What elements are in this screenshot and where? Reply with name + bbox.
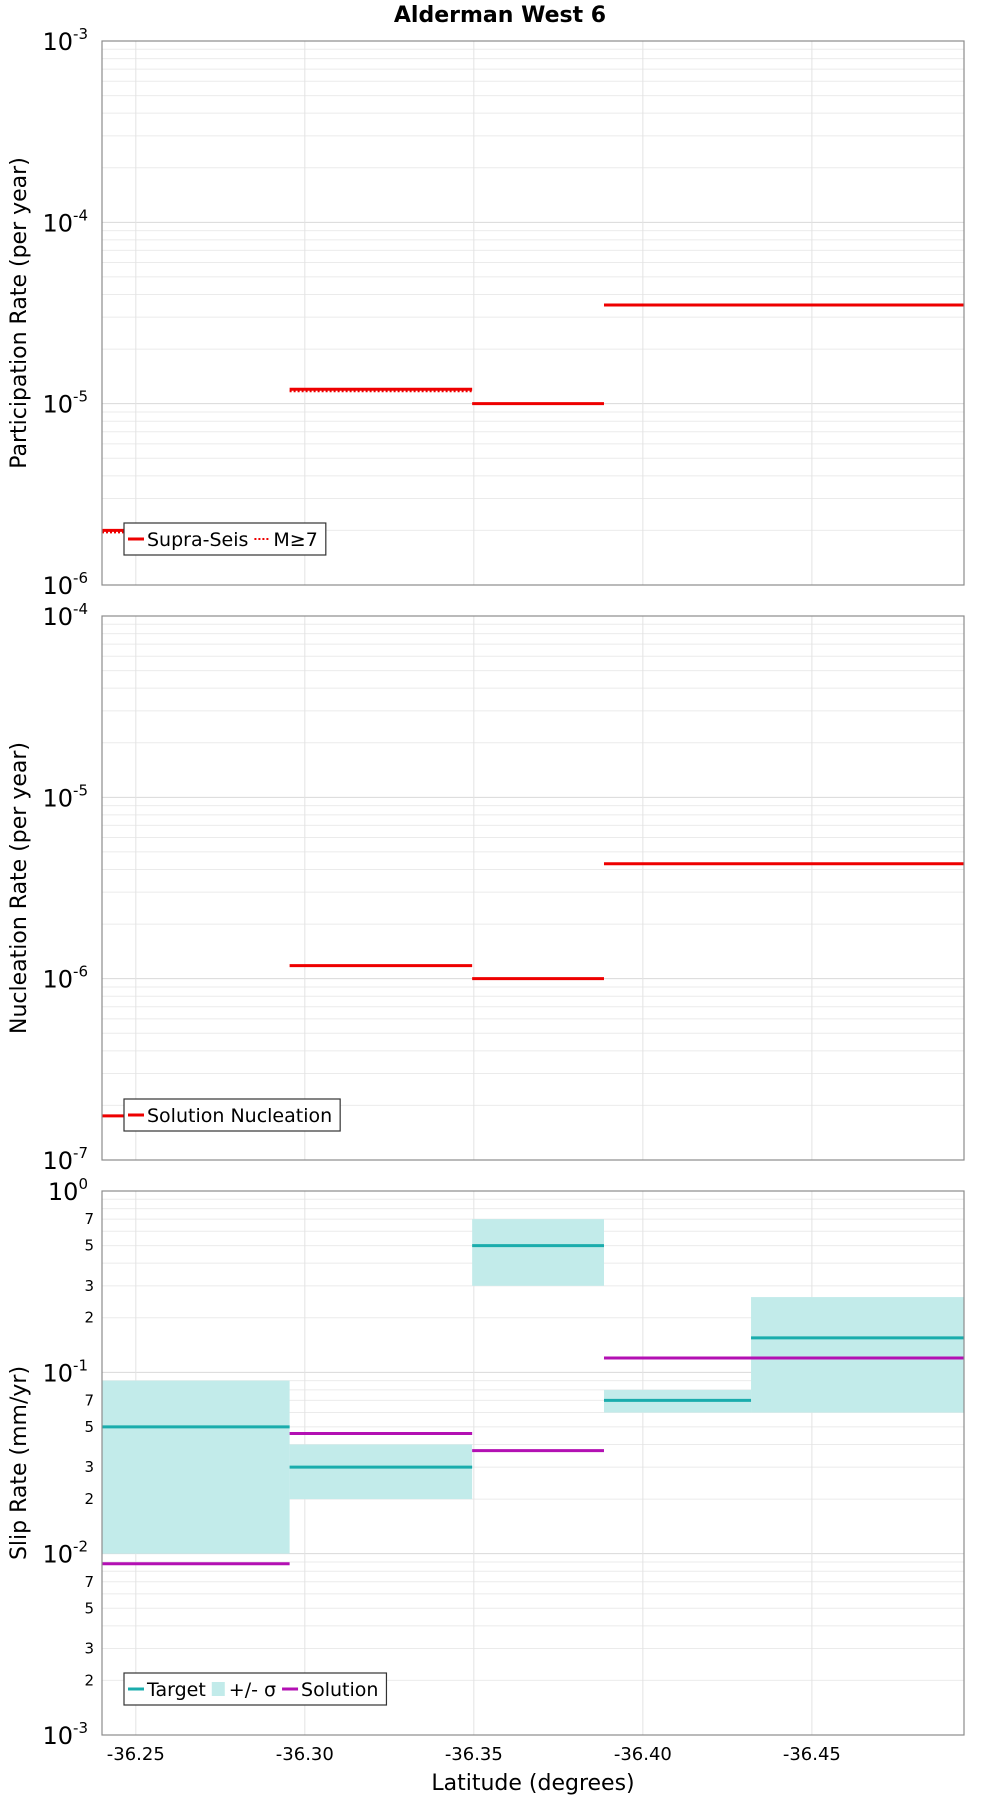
slip-rate-y-label: Slip Rate (mm/yr)	[7, 1366, 32, 1560]
y-minor-tick-label: 3	[84, 1277, 94, 1295]
sigma-band-segment-1	[102, 1380, 290, 1554]
y-minor-tick-label: 2	[84, 1490, 94, 1508]
y-tick-label-1e-7: 10-7	[42, 1144, 88, 1175]
supra-seis-legend-label: Supra-Seis	[147, 529, 248, 551]
plot-frame	[101, 615, 965, 1161]
chart-title: Alderman West 6	[394, 3, 606, 28]
sigma-band-segment-3	[472, 1219, 604, 1286]
x-tick-label: -36.45	[783, 1744, 841, 1765]
participation-rate-y-label: Participation Rate (per year)	[7, 157, 32, 469]
y-minor-tick-label: 7	[84, 1573, 94, 1591]
y-minor-tick-label: 2	[84, 1671, 94, 1689]
solution-nucleation-legend-label: Solution Nucleation	[147, 1105, 332, 1127]
legend-box	[123, 522, 327, 556]
x-axis-ticks: -36.25 -36.30 -36.35 -36.40 -36.45	[107, 1744, 841, 1765]
y-minor-tick-label: 3	[84, 1458, 94, 1476]
m-7-legend-label: M≥7	[273, 529, 317, 551]
solution-legend-label: Solution	[301, 1679, 378, 1701]
nucleation-rate-y-label: Nucleation Rate (per year)	[7, 742, 32, 1034]
x-tick-label: -36.40	[614, 1744, 672, 1765]
x-tick-label: -36.30	[276, 1744, 334, 1765]
y-tick-label-1e-3: 10-3	[42, 25, 88, 56]
x-tick-label: -36.35	[445, 1744, 503, 1765]
plot-area	[102, 616, 964, 1160]
legend: Supra-Seis M≥7	[123, 522, 327, 556]
plot-area	[102, 41, 964, 585]
nucleation-rate-panel: Nucleation Rate (per year) 10-4 10-5 10-6 1…	[7, 600, 965, 1175]
legend-box	[123, 1098, 341, 1132]
sigma-band-segment-5	[751, 1297, 964, 1413]
y-tick-label-1e-5: 10-5	[42, 781, 88, 812]
sigma-band-segment-2	[289, 1444, 473, 1500]
x-axis-label: Latitude (degrees)	[431, 1771, 634, 1796]
y-minor-tick-label: 5	[84, 1418, 94, 1436]
y-tick-label-1e-2: 10-2	[42, 1538, 88, 1569]
y-minor-tick-label: 7	[84, 1391, 94, 1409]
y-tick-label-1e-1: 10-1	[42, 1356, 88, 1387]
y-minor-tick-label: 5	[84, 1599, 94, 1617]
y-tick-label-1e-6: 10-6	[42, 569, 88, 600]
legend: Solution Nucleation	[123, 1098, 341, 1132]
-legend-label: +/- σ	[229, 1679, 276, 1701]
participation-rate-panel: Participation Rate (per year) 10-3 10-4 10…	[7, 25, 965, 600]
y-minor-tick-label: 7	[84, 1210, 94, 1228]
y-tick-label-1e-5: 10-5	[42, 388, 88, 419]
y-tick-label-1e-4: 10-4	[42, 206, 88, 237]
y-minor-tick-label: 2	[84, 1309, 94, 1327]
-legend-swatch	[211, 1682, 225, 1696]
y-tick-label-1e-6: 10-6	[42, 963, 88, 994]
plot-frame	[101, 40, 965, 586]
y-minor-tick-label: 3	[84, 1639, 94, 1657]
legend: Target +/- σ Solution	[123, 1672, 388, 1706]
target-legend-label: Target	[146, 1679, 206, 1701]
legend-box	[123, 1672, 388, 1706]
y-minor-tick-label: 5	[84, 1237, 94, 1255]
y-tick-label-1e0: 100	[48, 1175, 88, 1206]
plot-frame	[101, 1190, 965, 1736]
slip-rate-panel: Slip Rate (mm/yr) 100 10-1 10-2 10-3 7 5 3 2 7 5 3…	[7, 1175, 965, 1750]
y-tick-label-1e-3: 10-3	[42, 1719, 88, 1750]
x-tick-label: -36.25	[107, 1744, 165, 1765]
y-tick-label-1e-4: 10-4	[42, 600, 88, 631]
